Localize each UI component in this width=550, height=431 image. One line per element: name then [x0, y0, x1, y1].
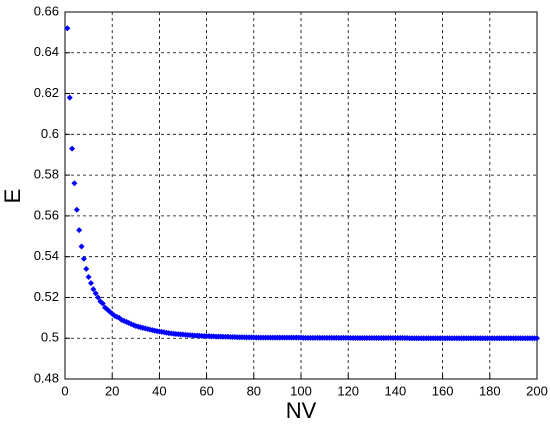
point [64, 25, 71, 32]
point [71, 180, 78, 187]
point [85, 274, 92, 281]
x-axis-label: NV [286, 398, 317, 423]
point [99, 300, 106, 307]
point [90, 286, 97, 293]
point [73, 206, 80, 213]
x-tick-label: 20 [105, 383, 119, 398]
y-axis-label: E [0, 189, 25, 204]
y-tick-label: 0.66 [34, 3, 59, 18]
point [83, 265, 90, 272]
point [76, 227, 83, 234]
y-tick-label: 0.6 [41, 126, 59, 141]
point [95, 294, 102, 301]
point [66, 94, 73, 101]
point [78, 243, 85, 250]
y-tick-label: 0.54 [34, 248, 59, 263]
x-tick-label: 0 [61, 383, 68, 398]
y-tick-label: 0.58 [34, 167, 59, 182]
point [80, 255, 87, 262]
y-tick-label: 0.64 [34, 44, 59, 59]
plot-frame [64, 11, 538, 380]
y-tick-label: 0.56 [34, 207, 59, 222]
x-tick-label: 40 [152, 383, 166, 398]
y-tick-label: 0.48 [34, 370, 59, 385]
point [87, 280, 94, 287]
point [92, 290, 99, 297]
point [534, 335, 540, 342]
x-tick-label: 160 [432, 383, 454, 398]
point [69, 145, 76, 152]
x-tick-label: 180 [479, 383, 501, 398]
x-tick-label: 60 [199, 383, 213, 398]
y-tick-label: 0.5 [41, 330, 59, 345]
x-tick-label: 80 [247, 383, 261, 398]
x-tick-label: 200 [526, 383, 548, 398]
x-tick-label: 100 [290, 383, 312, 398]
y-tick-label: 0.52 [34, 289, 59, 304]
y-tick-label: 0.62 [34, 85, 59, 100]
x-tick-label: 140 [385, 383, 407, 398]
x-tick-label: 120 [337, 383, 359, 398]
